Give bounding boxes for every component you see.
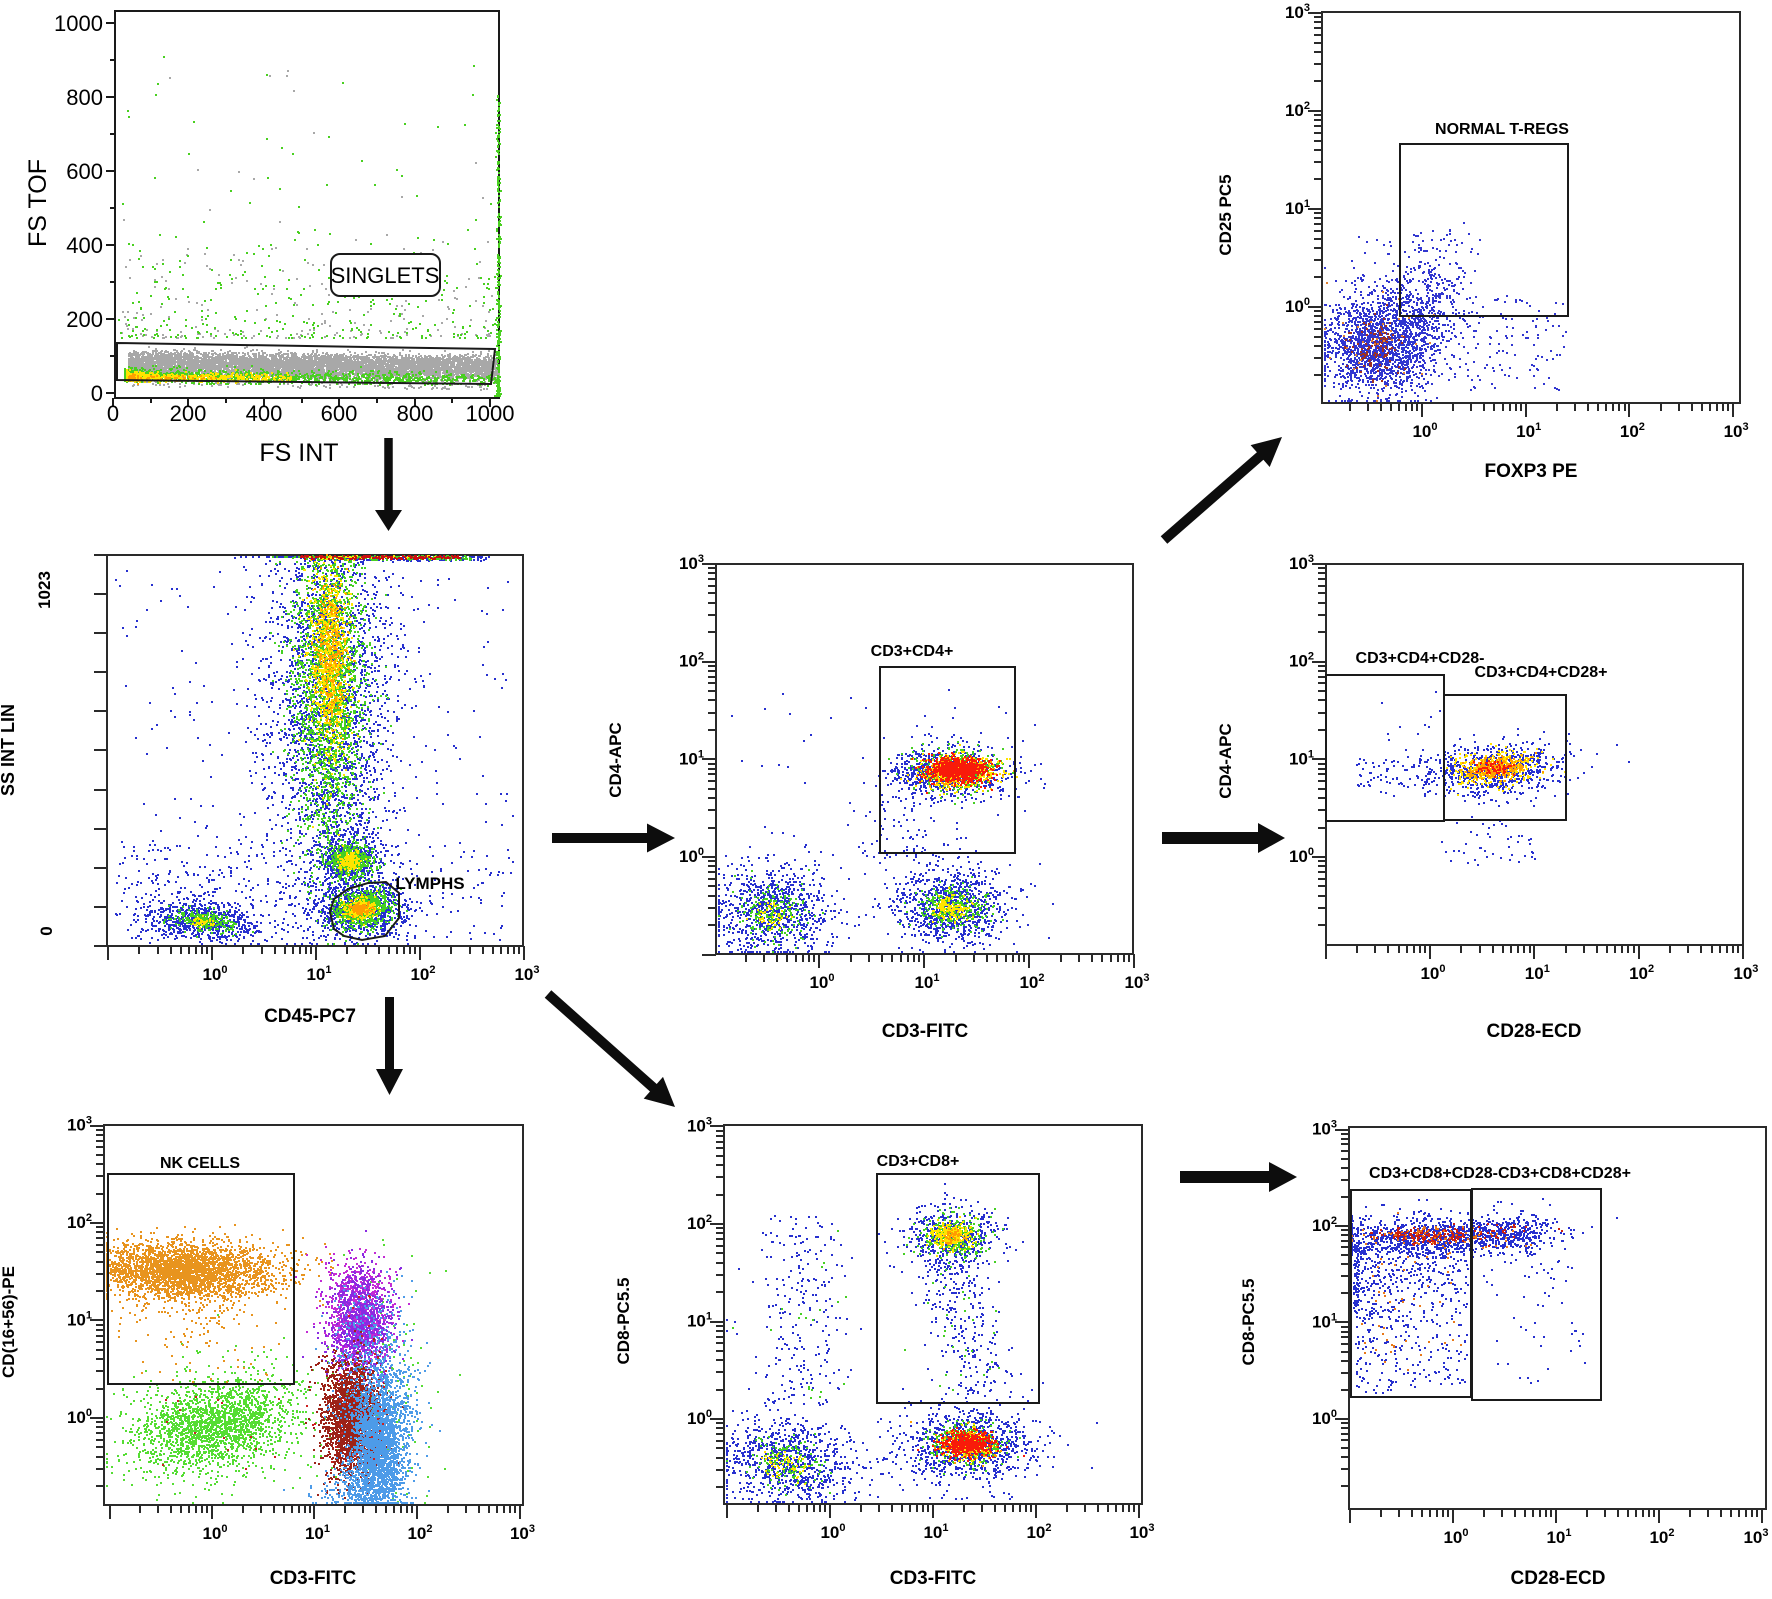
- svg-text:100: 100: [1420, 963, 1445, 983]
- svg-text:CD3-FITC: CD3-FITC: [890, 1568, 977, 1589]
- svg-text:FS TOF: FS TOF: [24, 159, 52, 247]
- svg-text:CD28-ECD: CD28-ECD: [1486, 1021, 1581, 1042]
- svg-text:103: 103: [1129, 1522, 1154, 1542]
- svg-text:CD28-ECD: CD28-ECD: [1510, 1568, 1605, 1589]
- svg-text:100: 100: [687, 1408, 712, 1428]
- svg-text:102: 102: [410, 964, 435, 984]
- svg-text:100: 100: [1312, 1408, 1337, 1428]
- svg-text:101: 101: [67, 1310, 92, 1330]
- svg-text:100: 100: [67, 1407, 92, 1427]
- svg-text:CD25 PC5: CD25 PC5: [1216, 174, 1235, 255]
- svg-text:100: 100: [1443, 1527, 1468, 1547]
- svg-text:102: 102: [1019, 972, 1044, 992]
- svg-text:800: 800: [66, 85, 103, 110]
- svg-text:101: 101: [1525, 963, 1550, 983]
- svg-text:200: 200: [66, 307, 103, 332]
- svg-text:800: 800: [397, 401, 434, 426]
- svg-text:100: 100: [679, 846, 704, 866]
- svg-text:100: 100: [1412, 421, 1437, 441]
- svg-text:NORMAL T-REGS: NORMAL T-REGS: [1435, 121, 1569, 138]
- svg-text:102: 102: [407, 1523, 432, 1543]
- svg-text:102: 102: [1620, 421, 1645, 441]
- svg-text:0: 0: [91, 381, 103, 406]
- svg-text:CD8-PC5.5: CD8-PC5.5: [614, 1278, 633, 1365]
- svg-text:101: 101: [679, 748, 704, 768]
- svg-text:102: 102: [1026, 1522, 1051, 1542]
- svg-text:CD4-APC: CD4-APC: [606, 722, 625, 798]
- svg-text:600: 600: [66, 159, 103, 184]
- svg-text:101: 101: [923, 1522, 948, 1542]
- svg-text:101: 101: [687, 1311, 712, 1331]
- svg-text:CD45-PC7: CD45-PC7: [264, 1006, 356, 1027]
- svg-text:102: 102: [679, 651, 704, 671]
- svg-text:CD4-APC: CD4-APC: [1216, 723, 1235, 799]
- svg-text:CD(16+56)-PE: CD(16+56)-PE: [0, 1266, 18, 1378]
- svg-text:CD8-PC5.5: CD8-PC5.5: [1239, 1279, 1258, 1366]
- svg-text:103: 103: [1724, 421, 1749, 441]
- svg-text:103: 103: [1733, 963, 1758, 983]
- svg-text:100: 100: [202, 1523, 227, 1543]
- svg-text:103: 103: [1312, 1119, 1337, 1139]
- svg-text:103: 103: [1124, 972, 1149, 992]
- svg-text:102: 102: [67, 1212, 92, 1232]
- svg-text:CD3+CD4+CD28+: CD3+CD4+CD28+: [1475, 664, 1608, 681]
- svg-text:LYMPHS: LYMPHS: [395, 874, 464, 893]
- svg-text:1000: 1000: [54, 11, 103, 36]
- svg-text:100: 100: [820, 1522, 845, 1542]
- svg-text:103: 103: [679, 553, 704, 573]
- svg-text:102: 102: [687, 1213, 712, 1233]
- svg-text:CD3-FITC: CD3-FITC: [270, 1568, 357, 1589]
- svg-text:100: 100: [1285, 296, 1310, 316]
- svg-text:1000: 1000: [466, 401, 515, 426]
- svg-text:102: 102: [1289, 651, 1314, 671]
- svg-text:FOXP3 PE: FOXP3 PE: [1485, 461, 1578, 482]
- svg-text:CD3+CD4+: CD3+CD4+: [871, 643, 954, 660]
- svg-text:102: 102: [1649, 1527, 1674, 1547]
- svg-text:0: 0: [37, 926, 56, 935]
- svg-text:100: 100: [1289, 846, 1314, 866]
- svg-text:600: 600: [321, 401, 358, 426]
- svg-text:101: 101: [1312, 1312, 1337, 1332]
- svg-text:NK CELLS: NK CELLS: [160, 1155, 240, 1172]
- svg-text:100: 100: [202, 964, 227, 984]
- svg-text:103: 103: [67, 1115, 92, 1135]
- svg-text:SS INT LIN: SS INT LIN: [0, 704, 18, 796]
- svg-text:101: 101: [914, 972, 939, 992]
- svg-text:SINGLETS: SINGLETS: [331, 263, 440, 288]
- svg-text:400: 400: [66, 233, 103, 258]
- svg-text:103: 103: [1289, 553, 1314, 573]
- svg-text:103: 103: [514, 964, 539, 984]
- svg-text:101: 101: [305, 1523, 330, 1543]
- svg-text:103: 103: [1285, 2, 1310, 22]
- svg-text:102: 102: [1629, 963, 1654, 983]
- svg-text:101: 101: [1285, 198, 1310, 218]
- svg-text:CD3+CD4+CD28-: CD3+CD4+CD28-: [1356, 650, 1485, 667]
- svg-text:101: 101: [1289, 748, 1314, 768]
- svg-text:101: 101: [1516, 421, 1541, 441]
- svg-text:101: 101: [306, 964, 331, 984]
- svg-text:CD3+CD8+CD28-CD3+CD8+CD28+: CD3+CD8+CD28-CD3+CD8+CD28+: [1369, 1165, 1631, 1182]
- svg-text:0: 0: [107, 401, 119, 426]
- svg-text:102: 102: [1285, 100, 1310, 120]
- svg-text:100: 100: [809, 972, 834, 992]
- svg-text:103: 103: [1743, 1527, 1768, 1547]
- svg-text:FS INT: FS INT: [259, 439, 338, 467]
- svg-text:101: 101: [1546, 1527, 1571, 1547]
- svg-text:102: 102: [1312, 1215, 1337, 1235]
- svg-text:CD3-FITC: CD3-FITC: [882, 1021, 969, 1042]
- svg-text:1023: 1023: [35, 571, 54, 609]
- svg-text:400: 400: [246, 401, 283, 426]
- svg-text:103: 103: [510, 1523, 535, 1543]
- svg-text:103: 103: [687, 1116, 712, 1136]
- svg-text:200: 200: [170, 401, 207, 426]
- svg-text:CD3+CD8+: CD3+CD8+: [877, 1153, 960, 1170]
